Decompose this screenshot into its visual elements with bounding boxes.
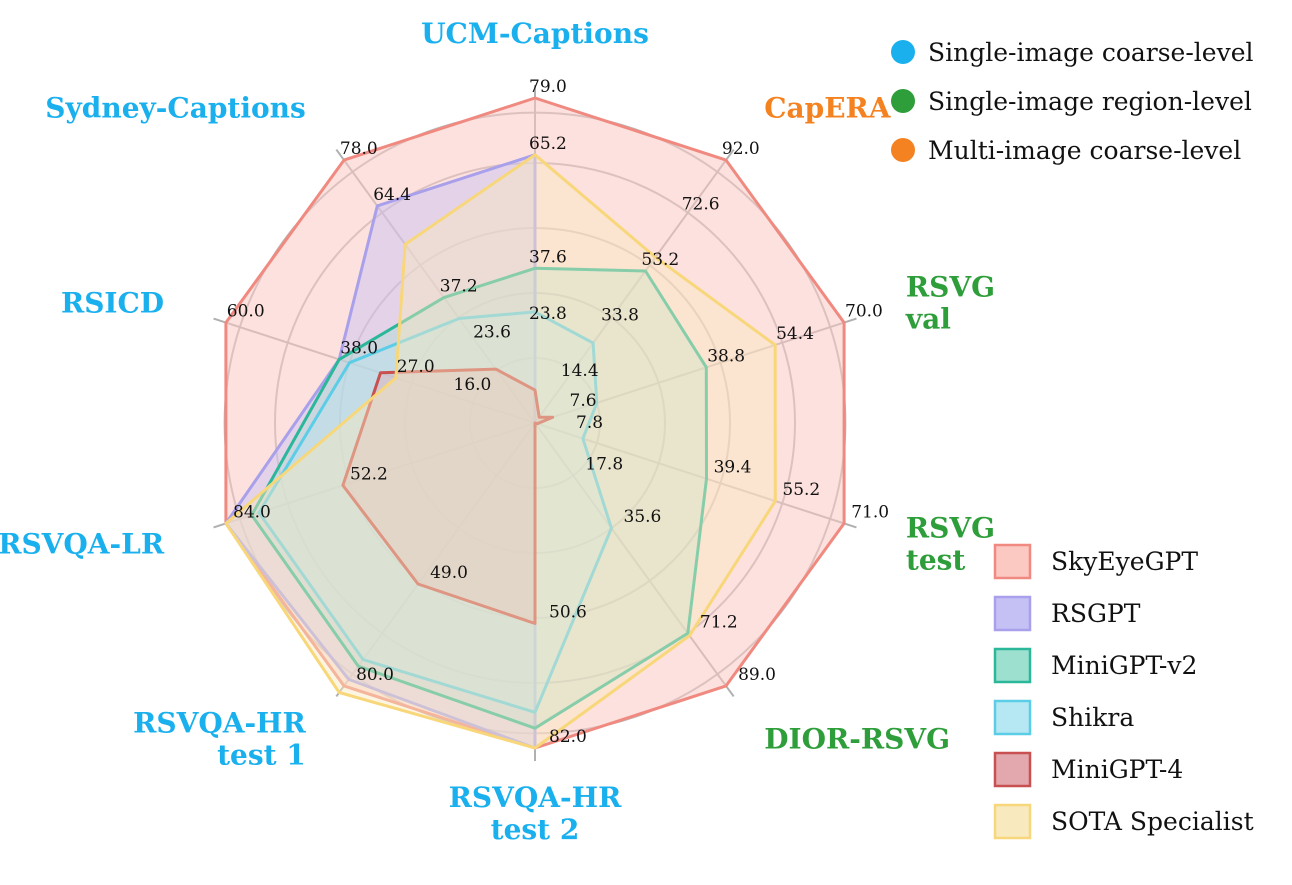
tick-label-axis10-3: 64.4 bbox=[373, 185, 411, 205]
series-legend-swatch-minigpt-4 bbox=[993, 751, 1032, 788]
tick-label-axis1-4: 79.0 bbox=[529, 77, 567, 97]
axis-labels: UCM-Captions CapERA RSVG val RSVG test DIOR-RS… bbox=[0, 17, 995, 846]
tick-label-axis4-4: 71.0 bbox=[851, 502, 889, 522]
category-legend-marker-coarse bbox=[891, 40, 915, 64]
tick-label-axis2-3: 53.2 bbox=[641, 250, 679, 270]
axis-label-10: Sydney-Captions bbox=[45, 91, 306, 124]
axis-label-9: RSICD bbox=[61, 286, 164, 319]
category-legend-marker-multi bbox=[891, 138, 915, 162]
series-legend-swatch-minigpt-v2 bbox=[993, 647, 1032, 684]
series-minigpt-v2-polygon bbox=[250, 266, 708, 730]
category-legend-label-multi: Multi-image coarse-level bbox=[928, 136, 1241, 165]
tick-label-axis1-2: 37.6 bbox=[529, 247, 567, 267]
tick-label-axis10-2: 37.2 bbox=[440, 277, 478, 297]
series-minigpt-4-polygon bbox=[341, 367, 555, 625]
tick-label-axis4-3: 55.2 bbox=[782, 480, 820, 500]
axis-label-6: RSVQA-HR test 2 bbox=[449, 781, 622, 846]
tick-label-axis3-3: 54.4 bbox=[776, 324, 814, 344]
axis-label-5: DIOR-RSVG bbox=[764, 722, 950, 755]
axis-label-4: RSVG test bbox=[906, 511, 995, 576]
tick-labels: 23.8 37.6 65.2 79.0 14.4 33.8 53.2 72.6 92.0 7.6 3… bbox=[227, 77, 889, 747]
tick-label-axis1-3: 65.2 bbox=[529, 134, 567, 154]
tick-label-axis8-2: 84.0 bbox=[233, 502, 271, 522]
axis-label-8: RSVQA-LR bbox=[0, 527, 165, 560]
series-legend-label-sota-specialist: SOTA Specialist bbox=[1051, 807, 1254, 836]
tick-label-axis6-2: 82.0 bbox=[549, 727, 587, 747]
tick-label-axis9-2: 27.0 bbox=[397, 357, 435, 377]
tick-label-axis1-1: 23.8 bbox=[529, 304, 567, 324]
category-legend-label-coarse: Single-image coarse-level bbox=[928, 38, 1254, 67]
tick-label-axis10-1: 23.6 bbox=[473, 322, 511, 342]
series-legend-label-minigpt-v2: MiniGPT-v2 bbox=[1051, 651, 1197, 680]
series-legend-swatch-shikra bbox=[993, 699, 1032, 736]
tick-label-axis3-1: 7.6 bbox=[570, 391, 597, 411]
tick-label-axis7-1: 49.0 bbox=[430, 563, 468, 583]
tick-label-axis2-2: 33.8 bbox=[601, 305, 639, 325]
tick-label-axis3-4: 70.0 bbox=[845, 302, 883, 322]
category-legend-marker-region bbox=[891, 89, 915, 113]
series-shikra-polygon bbox=[257, 310, 613, 714]
tick-label-axis8-1: 52.2 bbox=[350, 464, 388, 484]
tick-label-axis9-3: 38.0 bbox=[340, 338, 378, 358]
axis-label-7: RSVQA-HR test 1 bbox=[133, 706, 306, 771]
series-legend-swatch-skyeyegpt bbox=[993, 543, 1032, 580]
radar-series bbox=[224, 96, 846, 750]
tick-label-axis6-1: 50.6 bbox=[549, 603, 587, 623]
series-legend-swatch-sota-specialist bbox=[993, 803, 1032, 840]
tick-label-axis4-2: 39.4 bbox=[714, 458, 752, 478]
series-legend-label-shikra: Shikra bbox=[1051, 703, 1134, 732]
tick-label-axis7-2: 80.0 bbox=[356, 665, 394, 685]
series-legend-label-minigpt-4: MiniGPT-4 bbox=[1051, 755, 1183, 784]
tick-label-axis4-1: 7.8 bbox=[576, 413, 603, 433]
tick-label-axis5-1: 17.8 bbox=[585, 455, 623, 475]
series-legend-label-rsgpt: RSGPT bbox=[1051, 599, 1141, 628]
series-legend-swatch-rsgpt bbox=[993, 595, 1032, 632]
series-legend-label-skyeyegpt: SkyEyeGPT bbox=[1051, 547, 1198, 576]
tick-label-axis5-3: 71.2 bbox=[700, 612, 738, 632]
tick-label-axis2-5: 92.0 bbox=[722, 139, 760, 159]
tick-label-axis5-2: 35.6 bbox=[624, 507, 662, 527]
tick-label-axis2-1: 14.4 bbox=[561, 361, 599, 381]
axis-label-3: RSVG val bbox=[905, 270, 995, 335]
tick-label-axis5-4: 89.0 bbox=[738, 665, 776, 685]
tick-label-axis2-4: 72.6 bbox=[682, 195, 720, 215]
tick-label-axis10-4: 78.0 bbox=[340, 139, 378, 159]
tick-label-axis3-2: 38.8 bbox=[707, 346, 745, 366]
series-legend: SkyEyeGPT RSGPT MiniGPT-v2 Shikra MiniGPT-4 S… bbox=[993, 543, 1254, 840]
tick-label-axis9-4: 60.0 bbox=[227, 302, 265, 322]
series-sota-specialist-polygon bbox=[224, 153, 777, 750]
axis-label-2: CapERA bbox=[764, 91, 892, 124]
axis-label-1: UCM-Captions bbox=[421, 17, 649, 50]
category-legend-label-region: Single-image region-level bbox=[928, 87, 1252, 116]
category-legend: Single-image coarse-level Single-image re… bbox=[891, 38, 1254, 165]
tick-label-axis9-1: 16.0 bbox=[454, 375, 492, 395]
